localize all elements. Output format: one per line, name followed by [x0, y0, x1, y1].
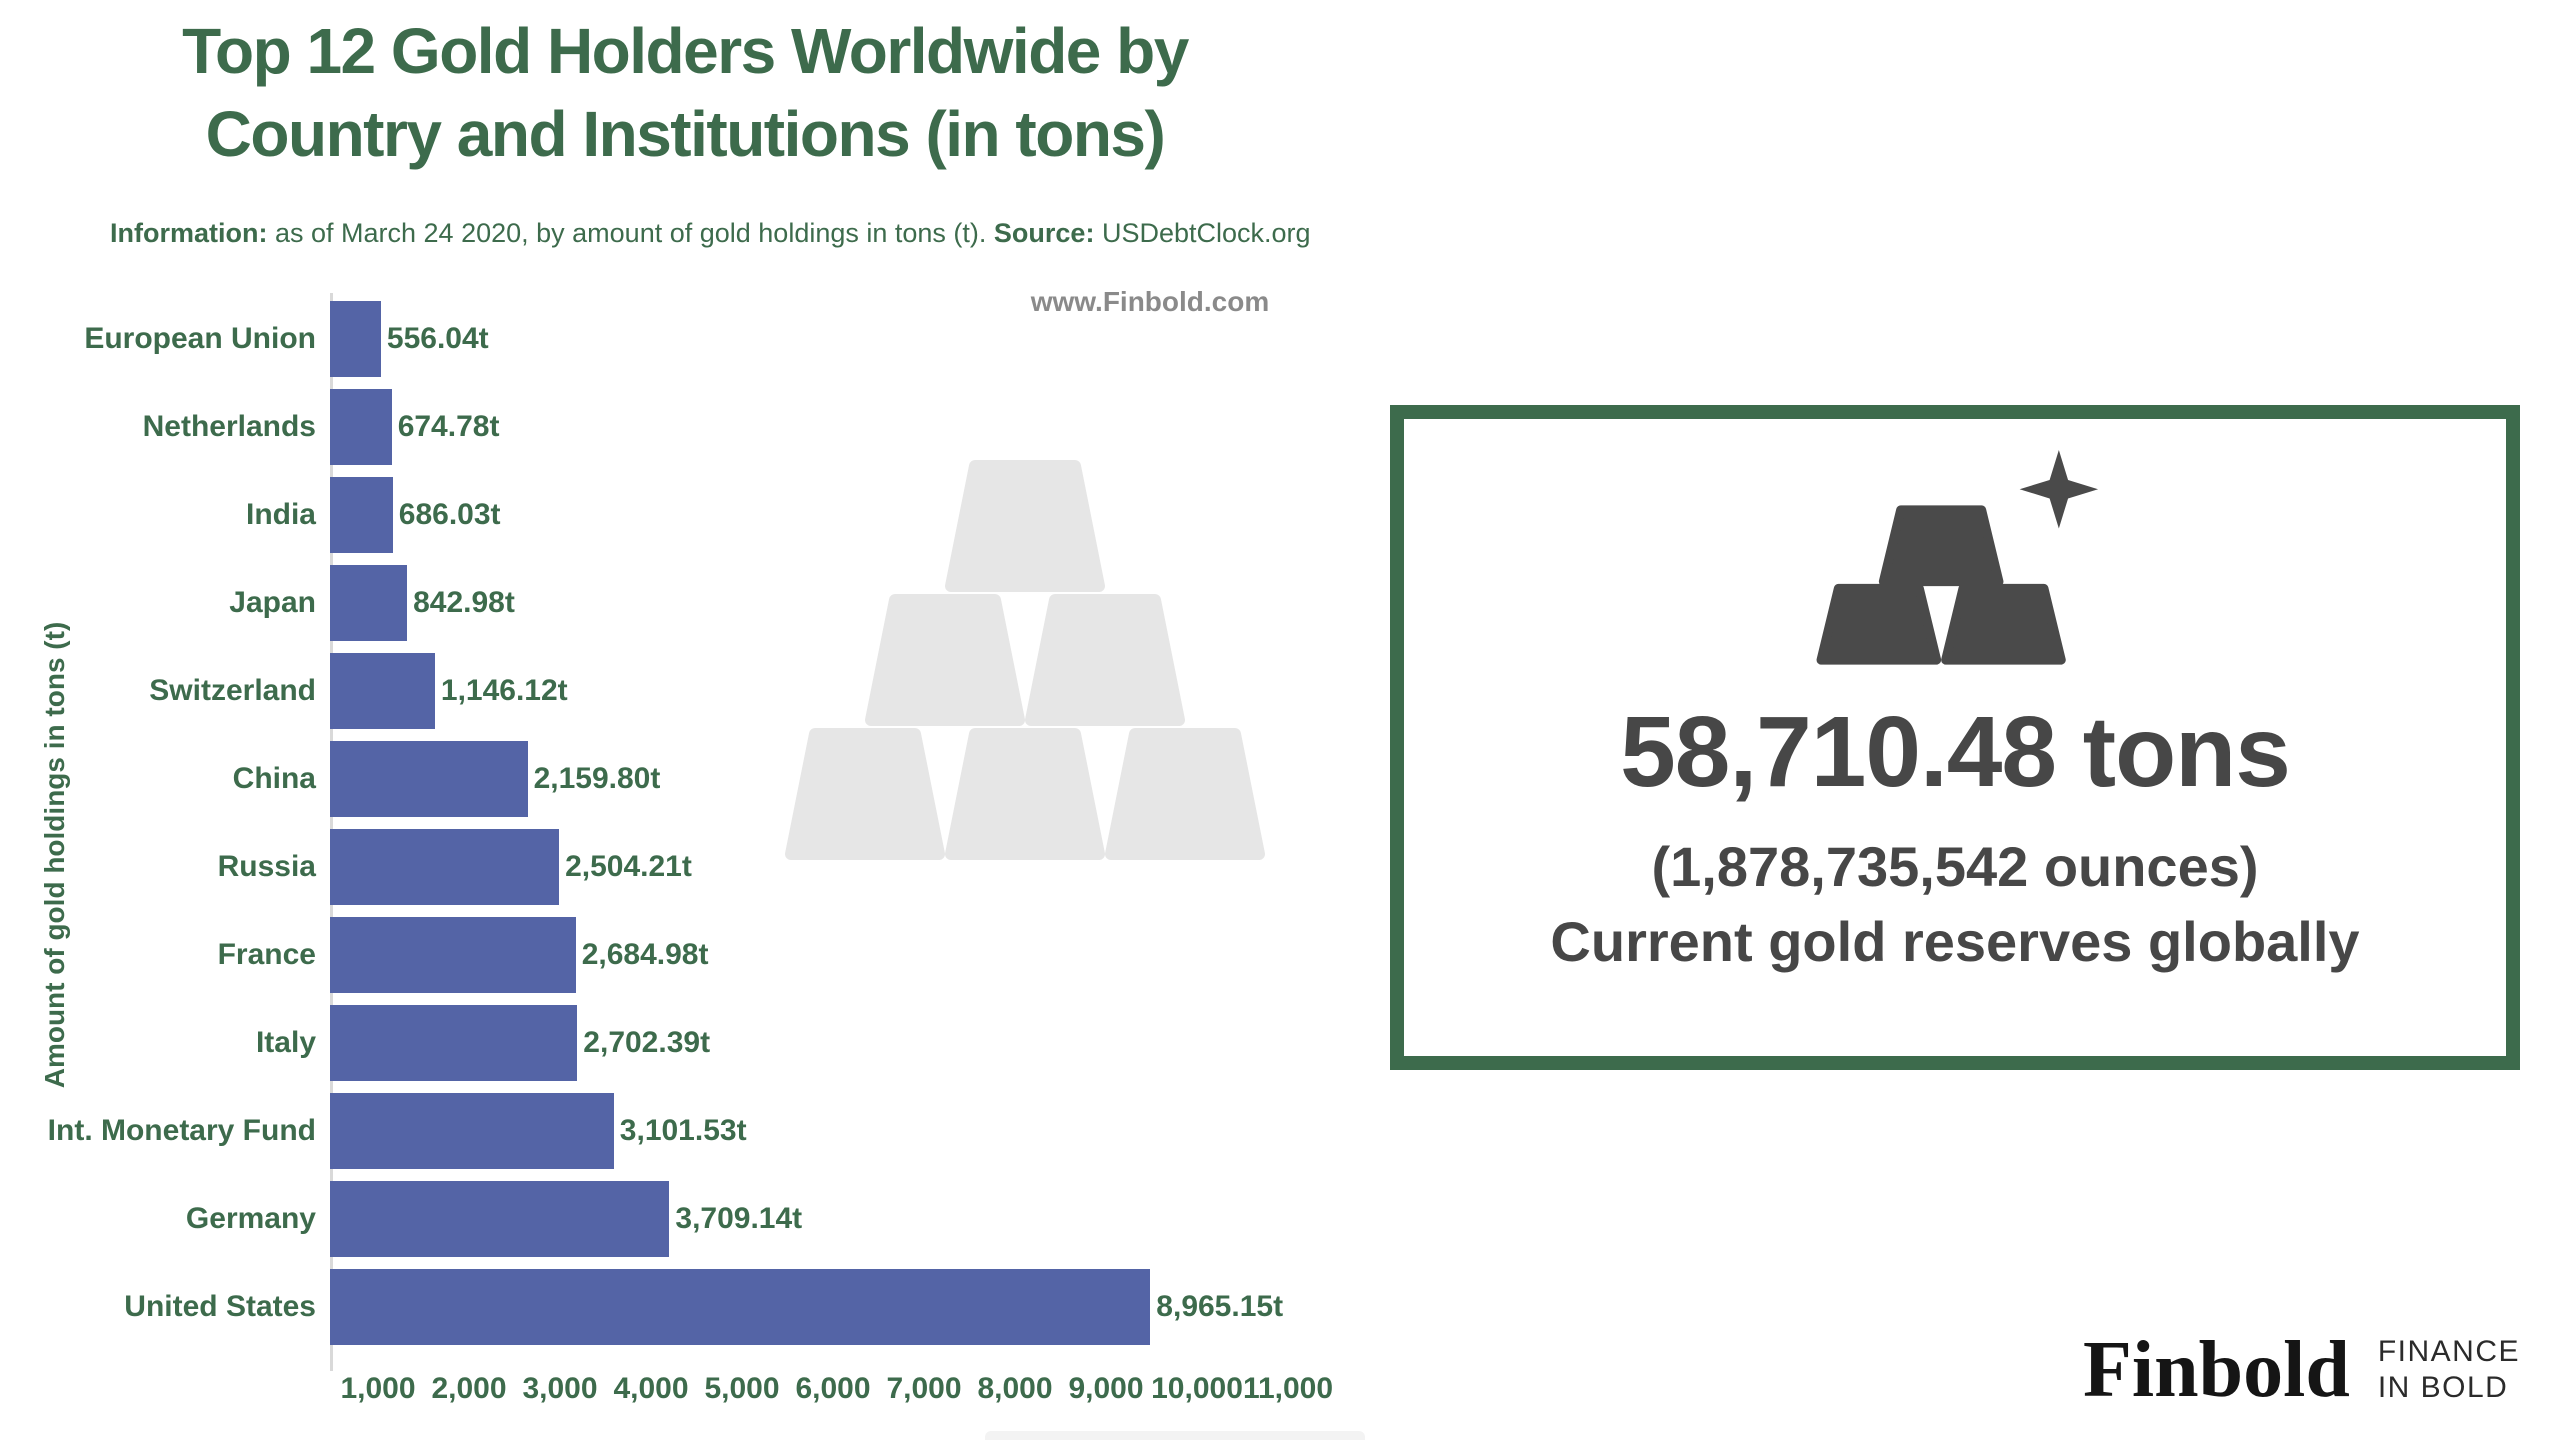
global-reserves-panel: 58,710.48 tons (1,878,735,542 ounces) Cu…: [1390, 405, 2520, 1070]
bar-row: India 686.03t: [20, 471, 1420, 559]
bar-value-label: 3,709.14t: [675, 1202, 803, 1235]
bar: [330, 917, 576, 993]
bar-label: Germany: [185, 1202, 316, 1235]
gold-bars-watermark-icon: [785, 460, 1265, 860]
bar-value-label: 2,702.39t: [583, 1026, 711, 1059]
bar-row: Switzerland 1,146.12t: [20, 647, 1420, 735]
bar: [330, 1005, 578, 1081]
subtitle-info-label: Information:: [110, 218, 268, 248]
x-tick-label: 1,000: [340, 1372, 416, 1405]
bar-row: United States 8,965.15t: [20, 1263, 1420, 1351]
bar-label: Japan: [229, 586, 316, 619]
bar-label: Switzerland: [149, 674, 316, 707]
bar-label: United States: [124, 1290, 316, 1323]
bar-label: Netherlands: [142, 410, 316, 443]
bar-value-label: 2,504.21t: [565, 850, 692, 883]
bar-label: France: [217, 938, 316, 971]
x-tick-label: 5,000: [704, 1372, 780, 1405]
bar: [330, 1269, 1151, 1345]
x-tick-label: 3,000: [522, 1372, 598, 1405]
subtitle-source-text: USDebtClock.org: [1094, 218, 1311, 248]
bar-value-label: 686.03t: [398, 498, 501, 531]
x-tick-label: 9,000: [1068, 1372, 1144, 1405]
page-title-line1: Top 12 Gold Holders Worldwide by: [182, 15, 1189, 87]
finbold-tagline-line2: IN BOLD: [2377, 1371, 2509, 1404]
bar-row: Italy 2,702.39t: [20, 999, 1420, 1087]
bar-value-label: 8,965.15t: [1156, 1290, 1284, 1323]
subtitle-source-label: Source:: [993, 218, 1095, 248]
bar: [330, 477, 393, 553]
bar-label: Int. Monetary Fund: [47, 1114, 316, 1147]
bar-value-label: 556.04t: [386, 322, 489, 355]
reserves-caption: Current gold reserves globally: [1550, 910, 2360, 973]
x-tick-label: 4,000: [613, 1372, 689, 1405]
bar-row: Int. Monetary Fund 3,101.53t: [20, 1087, 1420, 1175]
bar: [330, 829, 560, 905]
bar: [330, 1181, 670, 1257]
total-ounces-value: (1,878,735,542 ounces): [1651, 835, 2259, 898]
bar-value-label: 842.98t: [413, 586, 515, 619]
x-axis-ticks: 1,000 2,000 3,000 4,000 5,000 6,000 7,000 8,000…: [330, 1372, 1450, 1412]
bar: [330, 565, 408, 641]
finbold-wordmark: Finbold: [2083, 1326, 2350, 1414]
bar-value-label: 3,101.53t: [619, 1114, 747, 1147]
page-title-line2: Country and Institutions (in tons): [205, 98, 1166, 171]
bar-value-label: 2,159.80t: [533, 762, 661, 795]
bar-label: Russia: [217, 850, 316, 883]
cropped-watermark-sliver: [985, 1431, 1365, 1440]
x-tick-label: 10,000: [1151, 1372, 1243, 1405]
bar-label: European Union: [84, 322, 316, 355]
finbold-tagline-line1: FINANCE: [2377, 1335, 2520, 1368]
bar-row: Netherlands 674.78t: [20, 383, 1420, 471]
bar-label: China: [232, 762, 316, 795]
bar: [330, 741, 528, 817]
x-tick-label: 11,000: [1242, 1372, 1334, 1405]
bar-chart: European Union 556.04t Netherlands 674.78t I…: [20, 295, 1420, 1351]
bar-row: France 2,684.98t: [20, 911, 1420, 999]
site-watermark-text: www.Finbold.com: [1030, 286, 1270, 317]
x-tick-label: 6,000: [795, 1372, 871, 1405]
page-title: Top 12 Gold Holders Worldwide by Country…: [100, 10, 1270, 176]
total-tons-value: 58,710.48 tons: [1620, 696, 2291, 808]
x-tick-label: 8,000: [977, 1372, 1053, 1405]
subtitle: Information: as of March 24 2020, by amo…: [110, 218, 1370, 249]
x-tick-label: 2,000: [431, 1372, 507, 1405]
bar-label: India: [245, 498, 316, 531]
gold-bars-icon: [1816, 450, 2099, 665]
bar-row: China 2,159.80t: [20, 735, 1420, 823]
bar-row: European Union 556.04t: [20, 295, 1420, 383]
bar-label: Italy: [255, 1026, 316, 1059]
bar: [330, 1093, 614, 1169]
bar-row: Germany 3,709.14t: [20, 1175, 1420, 1263]
bar-value-label: 2,684.98t: [581, 938, 709, 971]
bar-row: Russia 2,504.21t: [20, 823, 1420, 911]
subtitle-info-text: as of March 24 2020, by amount of gold h…: [267, 218, 994, 248]
finbold-logo: Finbold FINANCE IN BOLD: [2083, 1330, 2520, 1410]
bar: [330, 389, 392, 465]
sparkle-icon: [2019, 450, 2099, 529]
bar: [330, 301, 381, 377]
x-tick-label: 7,000: [886, 1372, 962, 1405]
bar-value-label: 1,146.12t: [440, 674, 568, 707]
finbold-tagline: FINANCE IN BOLD: [2378, 1334, 2520, 1406]
bar-row: Japan 842.98t: [20, 559, 1420, 647]
bar: [330, 653, 435, 729]
bar-value-label: 674.78t: [397, 410, 500, 443]
